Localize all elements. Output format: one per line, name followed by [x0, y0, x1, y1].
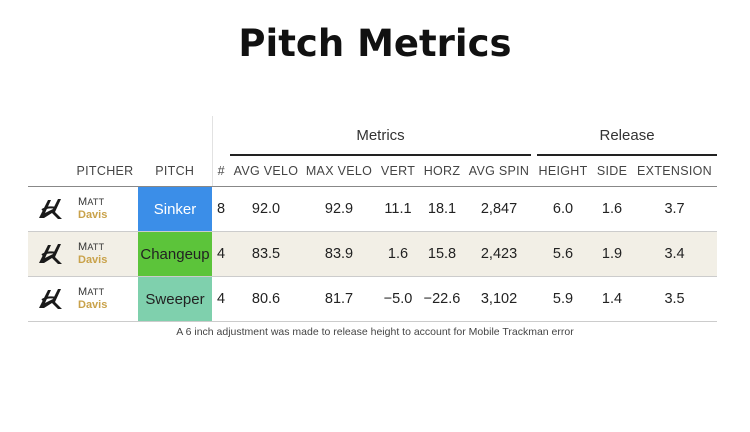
extension: 3.4 [632, 231, 718, 277]
pitch-metrics-table: Metrics Release PITCHER PITCH # AVG VELO… [28, 116, 718, 322]
release-height: 5.6 [534, 231, 593, 277]
pitch-count: 4 [212, 276, 230, 322]
pitcher-first-name: MATT [78, 286, 105, 298]
col-max-velo: MAX VELO [302, 155, 376, 187]
avg-spin: 3,102 [464, 276, 535, 322]
table-row: MATT Davis Changeup 4 83.5 83.9 1.6 15.8… [28, 231, 718, 277]
col-vert: VERT [376, 155, 420, 187]
release-side: 1.6 [592, 186, 633, 232]
pitcher-last-name: Davis [78, 299, 108, 311]
extension: 3.7 [632, 186, 718, 232]
horz: 15.8 [420, 231, 464, 277]
pitcher-first-name: MATT [78, 241, 105, 253]
vert: 1.6 [376, 231, 420, 277]
extension: 3.5 [632, 276, 718, 322]
pitcher-name: MATT Davis [72, 231, 138, 277]
vert: −5.0 [376, 276, 420, 322]
pitcher-name: MATT Davis [72, 276, 138, 322]
group-header-row: Metrics Release [28, 116, 718, 156]
release-height: 6.0 [534, 186, 593, 232]
team-logo-icon [28, 186, 72, 232]
col-height: HEIGHT [534, 155, 593, 187]
col-count: # [212, 155, 230, 187]
max-velo: 92.9 [302, 186, 376, 232]
release-side: 1.4 [592, 276, 633, 322]
table-row: MATT Davis Sweeper 4 80.6 81.7 −5.0 −22.… [28, 276, 718, 322]
group-release: Release [531, 116, 718, 156]
pitch-type-badge: Sinker [138, 186, 212, 232]
col-horz: HORZ [420, 155, 464, 187]
group-metrics: Metrics [230, 116, 535, 156]
col-pitcher: PITCHER [72, 155, 138, 187]
team-logo-icon [28, 231, 72, 277]
pitcher-first-name: MATT [78, 196, 105, 208]
col-avg-spin: AVG SPIN [464, 155, 535, 187]
pitch-count: 8 [212, 186, 230, 232]
vert: 11.1 [376, 186, 420, 232]
avg-velo: 92.0 [230, 186, 302, 232]
pitch-type-badge: Sweeper [138, 276, 212, 322]
avg-velo: 80.6 [230, 276, 302, 322]
max-velo: 83.9 [302, 231, 376, 277]
col-avg-velo: AVG VELO [230, 155, 302, 187]
horz: −22.6 [420, 276, 464, 322]
avg-velo: 83.5 [230, 231, 302, 277]
col-side: SIDE [592, 155, 633, 187]
col-extension: EXTENSION [632, 155, 718, 187]
pitcher-last-name: Davis [78, 209, 108, 221]
col-pitch: PITCH [138, 155, 213, 187]
pitcher-last-name: Davis [78, 254, 108, 266]
pitch-type-badge: Changeup [138, 231, 212, 277]
avg-spin: 2,423 [464, 231, 535, 277]
team-logo-icon [28, 276, 72, 322]
page-title: Pitch Metrics [238, 22, 512, 65]
avg-spin: 2,847 [464, 186, 535, 232]
pitch-count: 4 [212, 231, 230, 277]
horz: 18.1 [420, 186, 464, 232]
max-velo: 81.7 [302, 276, 376, 322]
footnote: A 6 inch adjustment was made to release … [176, 326, 574, 338]
pitcher-name: MATT Davis [72, 186, 138, 232]
table-row: MATT Davis Sinker 8 92.0 92.9 11.1 18.1 … [28, 186, 718, 232]
release-height: 5.9 [534, 276, 593, 322]
release-side: 1.9 [592, 231, 633, 277]
column-header-row: PITCHER PITCH # AVG VELO MAX VELO VERT H… [28, 155, 718, 187]
